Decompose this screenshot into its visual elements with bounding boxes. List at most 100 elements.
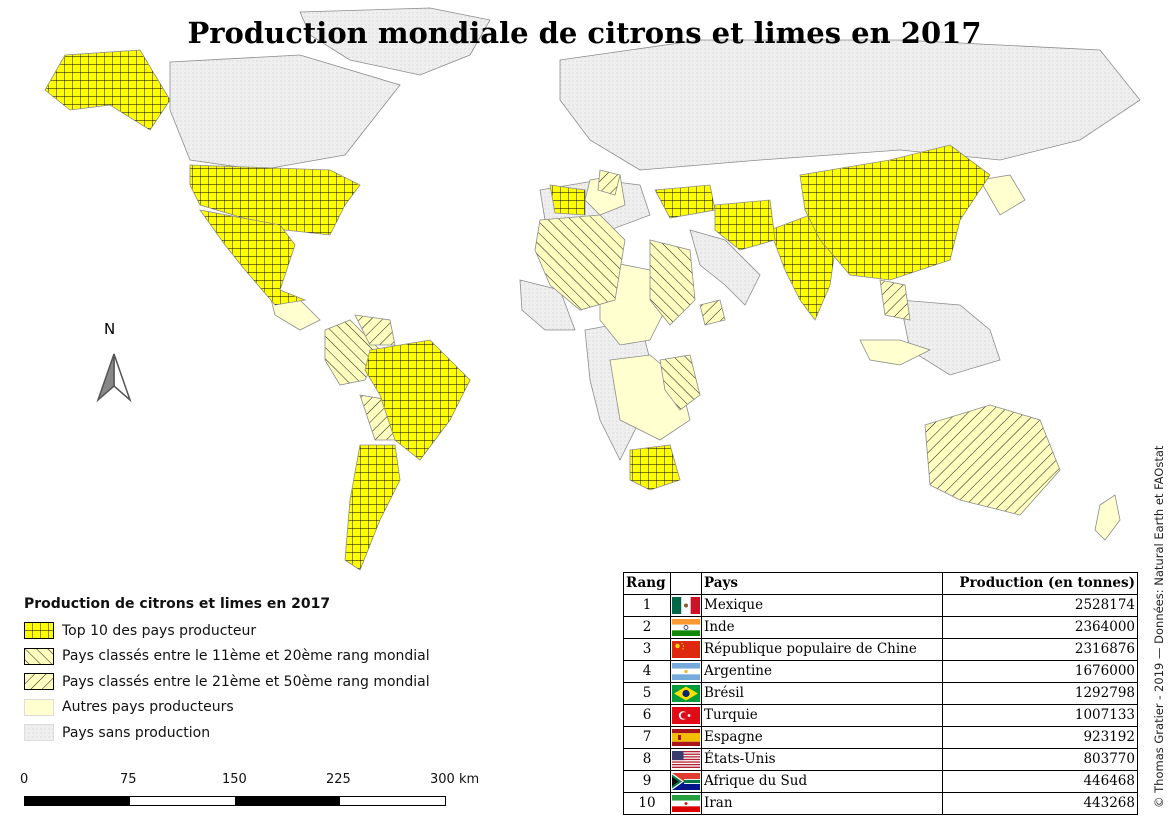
scale-label: 75 (120, 772, 137, 787)
legend-swatch-no-production (24, 724, 54, 742)
scale-segment (340, 797, 445, 805)
flag-cell (670, 638, 702, 661)
production-cell: 443268 (942, 792, 1138, 815)
spain-flag-icon (672, 729, 700, 746)
table-row: 3 République populaire de Chine 2316876 (623, 638, 1138, 661)
rank-cell: 4 (623, 660, 671, 683)
turkey-flag-icon (672, 707, 700, 724)
scale-segment (235, 797, 340, 805)
usa-flag-icon (672, 751, 700, 768)
north-arrow-icon (96, 353, 132, 403)
country-cell: Turquie (701, 704, 943, 727)
argentina-flag-icon (672, 663, 700, 680)
scale-bar: 0 75 150 225 300 km (20, 772, 504, 806)
country-cell: Brésil (701, 682, 943, 705)
land-top-10 (44, 49, 991, 571)
china-flag-icon (672, 641, 700, 658)
country-cell: Argentine (701, 660, 943, 683)
flag-cell (670, 704, 702, 727)
country-cell: Afrique du Sud (701, 770, 943, 793)
production-cell: 2316876 (942, 638, 1138, 661)
country-cell: Espagne (701, 726, 943, 749)
production-cell: 446468 (942, 770, 1138, 793)
production-table: Rang Pays Production (en tonnes) 1 Mexiq… (623, 572, 1138, 815)
legend-label: Pays classés entre le 11ème et 20ème ran… (62, 648, 430, 665)
rank-cell: 2 (623, 616, 671, 639)
brazil-flag-icon (672, 685, 700, 702)
table-row: 2 Inde 2364000 (623, 616, 1138, 639)
table-row: 8 États-Unis 803770 (623, 748, 1138, 771)
country-cell: Inde (701, 616, 943, 639)
flag-cell (670, 748, 702, 771)
table-row: 10 Iran 443268 (623, 792, 1138, 815)
flag-cell (670, 616, 702, 639)
credit: © Thomas Gratier - 2019 — Données: Natur… (1152, 445, 1166, 808)
legend-item-rank-11-20: Pays classés entre le 11ème et 20ème ran… (24, 644, 430, 670)
legend-swatch-top10 (24, 622, 54, 640)
table-row: 7 Espagne 923192 (623, 726, 1138, 749)
legend-title: Production de citrons et limes en 2017 (24, 596, 331, 612)
rank-cell: 3 (623, 638, 671, 661)
india-flag-icon (672, 619, 700, 636)
production-cell: 1292798 (942, 682, 1138, 705)
rank-cell: 7 (623, 726, 671, 749)
legend-label: Top 10 des pays producteur (62, 622, 257, 639)
flag-cell (670, 726, 702, 749)
scale-label: 150 (222, 772, 247, 787)
table-row: 5 Brésil 1292798 (623, 682, 1138, 705)
production-cell: 2528174 (942, 594, 1138, 617)
header-flag (670, 572, 702, 595)
flag-cell (670, 770, 702, 793)
map-title: Production mondiale de citrons et limes … (187, 16, 982, 50)
legend-item-other-producers: Autres pays producteurs (24, 695, 430, 721)
rank-cell: 8 (623, 748, 671, 771)
scale-bar-graphic (24, 796, 446, 806)
table-row: 6 Turquie 1007133 (623, 704, 1138, 727)
rank-cell: 10 (623, 792, 671, 815)
flag-cell (670, 682, 702, 705)
country-cell: États-Unis (701, 748, 943, 771)
production-cell: 923192 (942, 726, 1138, 749)
legend: Production de citrons et limes en 2017 T… (24, 596, 430, 746)
legend-swatch-rank-21-50 (24, 673, 54, 691)
table-row: 4 Argentine 1676000 (623, 660, 1138, 683)
iran-flag-icon (672, 795, 700, 812)
production-cell: 1676000 (942, 660, 1138, 683)
header-production: Production (en tonnes) (942, 572, 1138, 595)
legend-label: Pays classés entre le 21ème et 50ème ran… (62, 673, 430, 690)
table-header-row: Rang Pays Production (en tonnes) (623, 572, 1138, 595)
legend-item-top10: Top 10 des pays producteur (24, 618, 430, 644)
country-cell: République populaire de Chine (701, 638, 943, 661)
legend-swatch-rank-11-20 (24, 647, 54, 665)
flag-cell (670, 792, 702, 815)
legend-item-no-production: Pays sans production (24, 720, 430, 746)
north-label: N (104, 320, 116, 338)
rank-cell: 6 (623, 704, 671, 727)
header-country: Pays (701, 572, 943, 595)
header-rank: Rang (623, 572, 671, 595)
land-rank-11-20 (324, 214, 701, 411)
table-row: 9 Afrique du Sud 446468 (623, 770, 1138, 793)
scale-label: 0 (20, 772, 29, 787)
mexico-flag-icon (672, 597, 700, 614)
production-cell: 1007133 (942, 704, 1138, 727)
production-cell: 803770 (942, 748, 1138, 771)
flag-cell (670, 594, 702, 617)
scale-segment (130, 797, 235, 805)
legend-swatch-other-producers (24, 698, 54, 716)
scale-label: 300 km (430, 772, 480, 787)
rank-cell: 1 (623, 594, 671, 617)
flag-cell (670, 660, 702, 683)
legend-label: Pays sans production (62, 724, 211, 741)
country-cell: Mexique (701, 594, 943, 617)
rank-cell: 5 (623, 682, 671, 705)
scale-labels: 0 75 150 225 300 km (20, 772, 504, 790)
production-cell: 2364000 (942, 616, 1138, 639)
rank-cell: 9 (623, 770, 671, 793)
scale-label: 225 (326, 772, 351, 787)
south-africa-flag-icon (672, 773, 700, 790)
table-row: 1 Mexique 2528174 (623, 594, 1138, 617)
legend-item-rank-21-50: Pays classés entre le 21ème et 50ème ran… (24, 669, 430, 695)
scale-segment (25, 797, 130, 805)
